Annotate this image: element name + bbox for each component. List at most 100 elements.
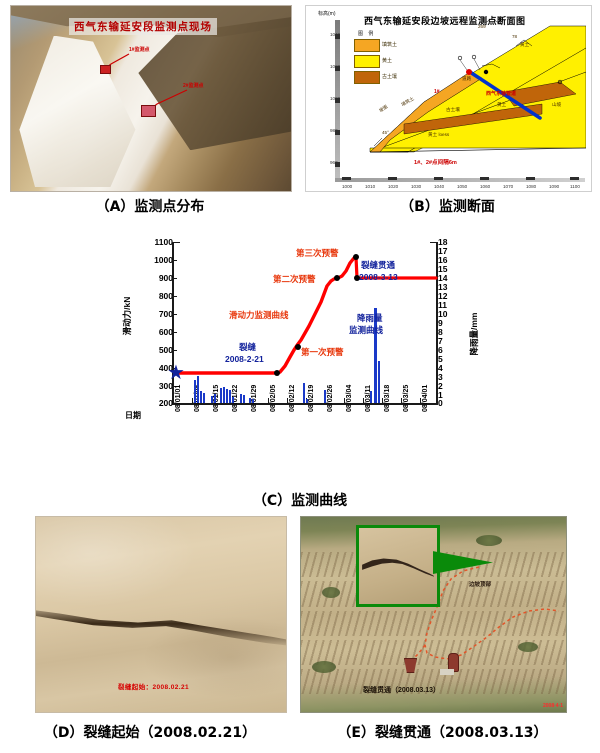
monitoring-device-2: [141, 105, 156, 117]
chart-ytick-1100: 1100: [154, 237, 173, 247]
rainfall-bar: [214, 394, 217, 403]
label-monitoring-point-1: 1#监测点: [129, 47, 150, 53]
chart-y2tick-4: 4: [438, 363, 443, 373]
chart-ytick-600: 600: [158, 327, 173, 337]
panel-b-xtick-1040: 1040: [434, 184, 445, 189]
equipment-marker-2: [440, 669, 454, 675]
legend-label-paleosol: 古土壤: [382, 74, 398, 80]
panel-b-anno-hillside: 山坡: [552, 102, 562, 107]
chart-y2tick-17: 17: [438, 246, 448, 256]
chart-ytickmark-700: [172, 314, 177, 316]
chart-bottom-axis: [172, 403, 438, 405]
panel-b-ytickmark-1040: [335, 34, 340, 39]
chart-anno-through-label: 裂缝贯通: [361, 260, 396, 270]
chart-y2tick-7: 7: [438, 336, 443, 346]
caption-panel-e: （E）裂缝贯通（2008.03.13）: [337, 725, 548, 741]
chart-y2tick-5: 5: [438, 354, 443, 364]
rainfall-bar: [370, 391, 373, 403]
panel-b-anno-loess-right: 黄土: [497, 102, 507, 107]
chart-y2tick-14: 14: [438, 273, 448, 283]
panel-d-photo-label: 裂缝起始：2008.02.21: [118, 684, 190, 691]
chart-ytick-300: 300: [158, 381, 173, 391]
chart-y2tick-15: 15: [438, 264, 448, 274]
chart-y2tick-9: 9: [438, 318, 443, 328]
chart-marker-crack-through: [354, 275, 360, 281]
chart-xtickmark-6: [287, 398, 289, 403]
panel-b-anno-loess-lower: 黄土 loess: [428, 132, 450, 137]
ground-surface: [36, 517, 286, 712]
chart-y2tick-3: 3: [438, 372, 443, 382]
panel-b-xtickmark-1100: [570, 177, 579, 180]
panel-b-xtickmark-1060: [480, 177, 489, 180]
chart-ytick-800: 800: [158, 291, 173, 301]
chart-anno-crack-date: 2008-2-21: [225, 354, 264, 364]
panel-b-xtick-1000: 1000: [342, 184, 353, 189]
cross-section-drawing: [369, 20, 586, 153]
chart-y2tick-16: 16: [438, 255, 448, 265]
panel-b-anno-road: 道路: [462, 76, 472, 81]
panel-b-ytickmark-1000: [335, 98, 340, 103]
rainfall-bar: [220, 388, 223, 403]
panel-b-cross-section: 标高(m) 西气东输延安段边坡远程监测点断面图 1040 1020 1000 9…: [305, 5, 592, 192]
chart-ytick-500: 500: [158, 345, 173, 355]
chart-xtickmark-12: [401, 398, 403, 403]
chart-y2tick-13: 13: [438, 282, 448, 292]
rainfall-bar: [203, 393, 206, 403]
bush: [311, 661, 336, 674]
panel-b-anno-point-1: 1#: [434, 89, 440, 95]
panel-b-xtick-1060: 1060: [480, 184, 491, 189]
rainfall-bar: [306, 399, 309, 403]
chart-anno-rainfall-curve-l2: 监测曲线: [349, 325, 384, 335]
chart-ytickmark-900: [172, 278, 177, 280]
legend-swatch-loess: [354, 55, 380, 68]
chart-xtickmark-10: [363, 398, 365, 403]
chart-anno-first-warning: 第一次预警: [301, 347, 344, 357]
caption-panel-a: （A）监测点分布: [95, 199, 205, 215]
terrace-row: [301, 610, 566, 636]
inset-crack-trace: [362, 558, 434, 577]
rainfall-bar: [303, 383, 306, 403]
chart-y2tick-8: 8: [438, 327, 443, 337]
chart-y2tick-12: 12: [438, 291, 448, 301]
chart-ytickmark-500: [172, 350, 177, 352]
chart-anno-second-warning: 第二次预警: [273, 274, 316, 284]
chart-y2tick-10: 10: [438, 309, 448, 319]
chart-xtickmark-11: [382, 398, 384, 403]
chart-ytickmark-300: [172, 386, 177, 388]
rainfall-bar: [240, 394, 243, 403]
chart-y2tick-18: 18: [438, 237, 448, 247]
rainfall-bar: [194, 380, 197, 403]
bush: [475, 534, 502, 546]
chart-y2tick-6: 6: [438, 345, 443, 355]
chart-ytickmark-800: [172, 296, 177, 298]
panel-b-anno-angle: 45°: [382, 130, 389, 135]
rainfall-bar: [232, 397, 235, 403]
chart-ytickmark-1000: [172, 260, 177, 262]
crack-closeup-inset: [356, 525, 440, 607]
monitoring-device-1: [100, 65, 111, 74]
panel-b-xtick-1010: 1010: [365, 184, 376, 189]
chart-anno-through-date: 2008-3-13: [359, 272, 398, 282]
chart-marker-warning-1-start: [274, 370, 280, 376]
legend-swatch-fill-soil: [354, 39, 380, 52]
caption-panel-c: （C）监测曲线: [252, 493, 348, 509]
panel-b-legend-title: 图 例: [358, 31, 376, 37]
panel-b-xtick-1090: 1090: [549, 184, 560, 189]
panel-b-anno-78: 78: [512, 34, 518, 39]
legend-label-loess: 黄土: [382, 58, 393, 64]
chart-x-axis-label: 日期: [125, 411, 141, 420]
panel-b-xtick-1030: 1030: [411, 184, 422, 189]
chart-y2tick-1: 1: [438, 390, 443, 400]
chart-ytickmark-600: [172, 332, 177, 334]
panel-b-xtickmark-1020: [388, 177, 397, 180]
panel-b-xtick-1050: 1050: [457, 184, 468, 189]
label-monitoring-point-2: 2#监测点: [183, 83, 204, 89]
panel-b-anno-pipeline: 西气东输管道: [486, 91, 517, 97]
rainfall-bar: [229, 390, 232, 403]
panel-b-xtickmark-1040: [434, 177, 443, 180]
chart-xtickmark-13: [420, 398, 422, 403]
panel-b-xtick-1020: 1020: [388, 184, 399, 189]
chart-anno-rainfall-curve-l1: 降雨量: [357, 313, 383, 323]
panel-b-x-axis: [335, 178, 585, 182]
rainfall-bar: [243, 395, 246, 403]
